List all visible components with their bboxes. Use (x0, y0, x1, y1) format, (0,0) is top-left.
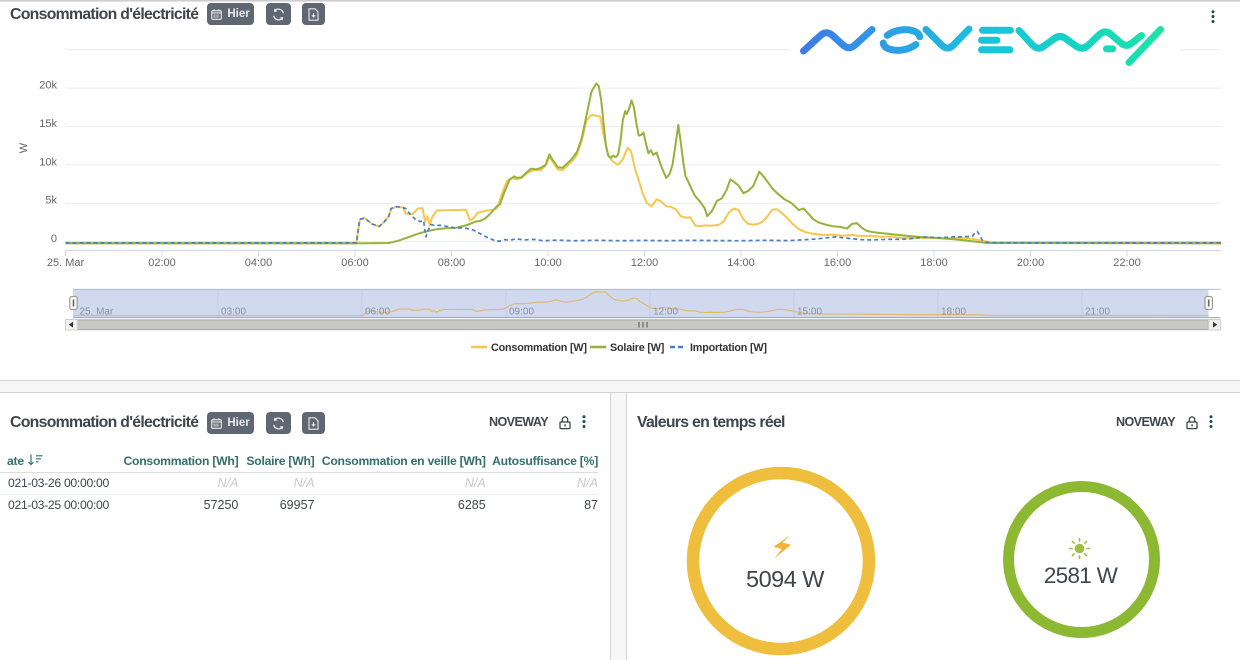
svg-text:06:00: 06:00 (365, 307, 390, 318)
svg-text:04:00: 04:00 (245, 257, 273, 269)
svg-text:08:00: 08:00 (438, 257, 466, 269)
svg-text:5094 W: 5094 W (746, 566, 825, 592)
svg-text:10k: 10k (39, 156, 57, 168)
svg-text:14:00: 14:00 (727, 257, 755, 269)
svg-text:2581 W: 2581 W (1044, 563, 1119, 588)
svg-text:15:00: 15:00 (797, 307, 822, 318)
svg-text:0: 0 (51, 233, 57, 245)
svg-text:03:00: 03:00 (221, 307, 246, 318)
svg-text:09:00: 09:00 (509, 307, 534, 318)
svg-text:12:00: 12:00 (653, 307, 678, 318)
svg-text:25. Mar: 25. Mar (79, 307, 114, 318)
svg-text:06:00: 06:00 (341, 257, 369, 269)
svg-text:Solaire [W]: Solaire [W] (610, 342, 664, 354)
svg-text:18:00: 18:00 (920, 257, 948, 269)
svg-text:22:00: 22:00 (1113, 257, 1141, 269)
svg-text:12:00: 12:00 (631, 257, 659, 269)
svg-text:20:00: 20:00 (1017, 257, 1045, 269)
svg-text:18:00: 18:00 (941, 307, 966, 318)
svg-text:10:00: 10:00 (534, 257, 562, 269)
svg-text:15k: 15k (39, 118, 57, 130)
svg-text:Consommation [W]: Consommation [W] (491, 342, 587, 354)
svg-text:W: W (18, 142, 30, 153)
svg-text:02:00: 02:00 (148, 257, 176, 269)
svg-text:20k: 20k (39, 80, 57, 92)
svg-text:16:00: 16:00 (824, 257, 852, 269)
svg-text:25. Mar: 25. Mar (47, 257, 85, 269)
svg-text:21:00: 21:00 (1085, 307, 1110, 318)
svg-text:5k: 5k (45, 195, 57, 207)
svg-text:Importation [W]: Importation [W] (690, 342, 767, 354)
